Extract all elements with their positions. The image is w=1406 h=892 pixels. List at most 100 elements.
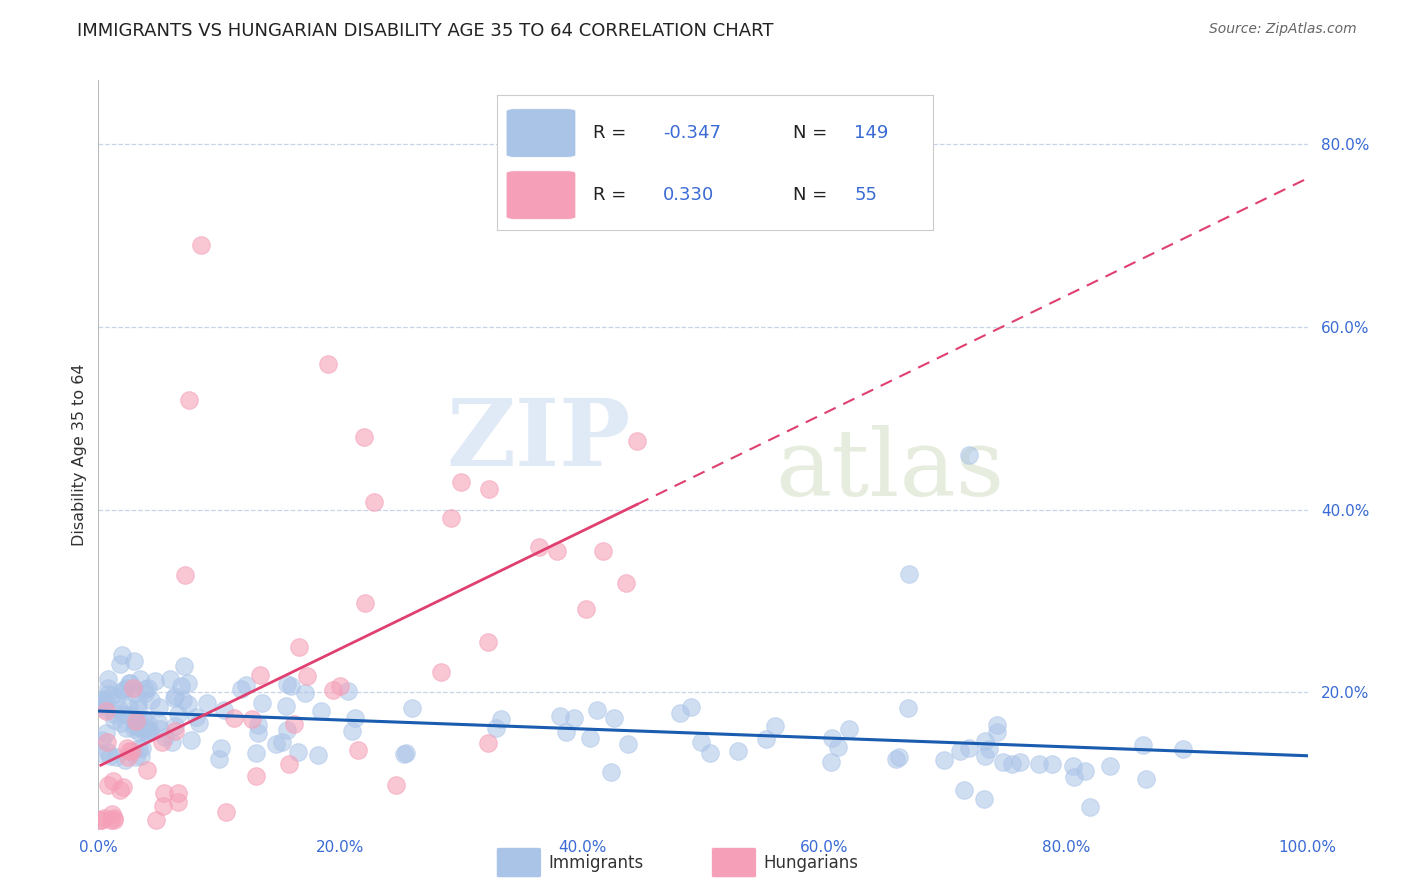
Point [287, 640, 309, 655]
Point [173, 659, 195, 673]
Point [977, 742, 1000, 756]
Point [179, 393, 201, 408]
Point [91, 733, 114, 747]
Point [108, 702, 131, 716]
Point [121, 744, 143, 758]
Point [616, 737, 638, 751]
Point [101, 773, 124, 788]
Point [755, 732, 778, 747]
Point [974, 748, 997, 763]
Point [395, 746, 418, 760]
Point [100, 807, 122, 822]
Point [1008, 755, 1031, 769]
Point [250, 696, 273, 710]
Point [97, 745, 120, 759]
Point [614, 576, 637, 591]
Point [108, 782, 131, 797]
Point [266, 737, 288, 751]
Point [276, 677, 298, 691]
Point [152, 786, 174, 800]
Point [93, 698, 115, 713]
Text: IMMIGRANTS VS HUNGARIAN DISABILITY AGE 35 TO 64 CORRELATION CHART: IMMIGRANTS VS HUNGARIAN DISABILITY AGE 3… [77, 22, 773, 40]
Point [96, 735, 118, 749]
Point [307, 747, 329, 762]
Point [163, 723, 186, 738]
Point [90, 814, 112, 828]
Point [128, 725, 150, 739]
Point [957, 448, 980, 462]
Point [169, 680, 191, 694]
Point [184, 709, 207, 723]
Point [727, 744, 749, 758]
Point [93, 811, 115, 825]
Point [146, 714, 169, 729]
Point [527, 540, 550, 554]
Point [689, 734, 711, 748]
Point [103, 811, 125, 825]
Point [336, 684, 359, 698]
Point [679, 700, 702, 714]
Point [145, 814, 167, 828]
Point [957, 741, 980, 756]
Point [329, 679, 352, 693]
Point [884, 752, 907, 766]
Point [117, 681, 139, 696]
Point [112, 682, 135, 697]
Point [249, 668, 271, 682]
Point [134, 685, 156, 699]
Point [195, 696, 218, 710]
Point [887, 750, 910, 764]
Point [245, 769, 267, 783]
Point [212, 703, 235, 717]
Point [477, 635, 499, 649]
Point [450, 475, 472, 490]
Point [270, 735, 292, 749]
Point [160, 735, 183, 749]
Point [117, 740, 139, 755]
Point [188, 715, 211, 730]
Point [177, 676, 200, 690]
Point [155, 731, 177, 745]
Point [1062, 759, 1084, 773]
Point [430, 665, 453, 680]
Point [108, 657, 131, 671]
Point [180, 733, 202, 747]
Point [122, 722, 145, 736]
Point [111, 683, 134, 698]
Point [827, 739, 849, 754]
Point [209, 741, 232, 756]
Point [763, 719, 786, 733]
Point [96, 726, 118, 740]
Point [129, 714, 152, 729]
Point [152, 799, 174, 814]
Point [117, 749, 139, 764]
Point [139, 723, 162, 738]
Point [546, 544, 568, 558]
Text: Immigrants: Immigrants [548, 854, 644, 871]
Point [897, 566, 920, 581]
Point [103, 707, 125, 722]
Point [118, 744, 141, 758]
Point [120, 676, 142, 690]
Point [294, 686, 316, 700]
Point [163, 689, 186, 703]
Point [124, 686, 146, 700]
Point [1132, 738, 1154, 752]
Point [555, 725, 578, 739]
Point [821, 731, 844, 745]
Point [132, 723, 155, 737]
Point [90, 694, 112, 708]
Point [1078, 799, 1101, 814]
Point [152, 734, 174, 748]
Point [1028, 757, 1050, 772]
Point [592, 543, 614, 558]
Point [478, 482, 501, 496]
Point [440, 511, 463, 525]
Point [578, 731, 600, 746]
Point [208, 752, 231, 766]
Point [949, 744, 972, 758]
Point [125, 750, 148, 764]
Point [385, 779, 408, 793]
Point [277, 757, 299, 772]
Point [986, 718, 1008, 732]
